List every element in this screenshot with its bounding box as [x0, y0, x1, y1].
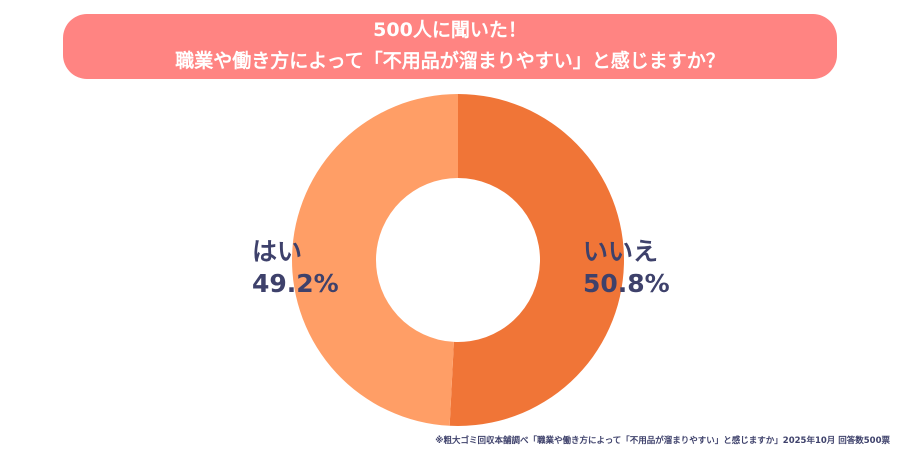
label-iie-value: 50.8% — [583, 269, 670, 298]
label-iie: いいえ 50.8% — [583, 236, 670, 300]
label-hai: はい 49.2% — [252, 236, 339, 300]
footnote: ※粗大ゴミ回収本舗調べ「職業や働き方によって「不用品が溜まりやすい」と感じますか… — [435, 436, 890, 446]
label-iie-category: いいえ — [583, 237, 659, 266]
chart-title-line2: 職業や働き方によって「不用品が溜まりやすい」と感じますか？ — [175, 50, 725, 72]
label-hai-category: はい — [252, 237, 303, 266]
chart-title-line1: 500人に聞いた！ — [373, 19, 527, 41]
title-banner: 500人に聞いた！ 職業や働き方によって「不用品が溜まりやすい」と感じますか？ — [63, 14, 837, 79]
donut-slice-iie — [449, 94, 625, 427]
donut-slice-hai — [292, 94, 458, 426]
label-hai-value: 49.2% — [252, 269, 339, 298]
